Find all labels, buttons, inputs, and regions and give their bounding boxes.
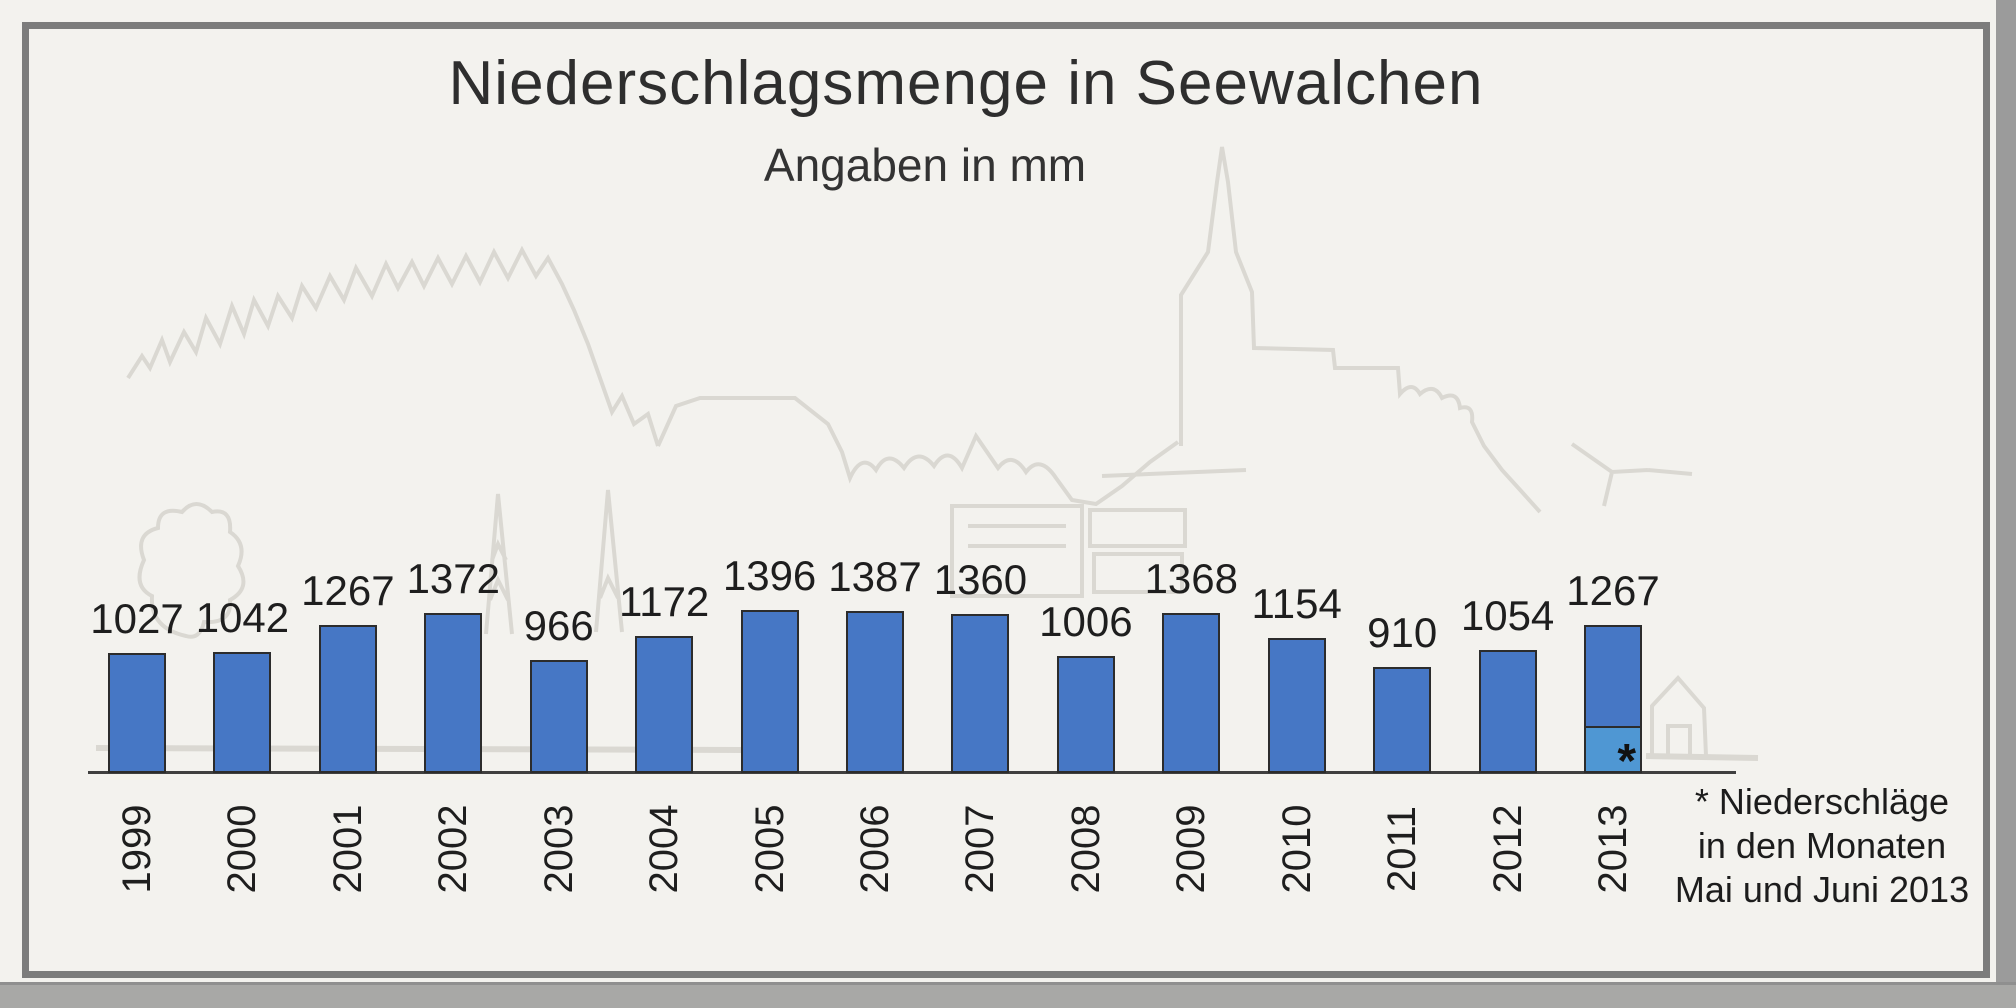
value-label-2008: 1006 (1039, 598, 1133, 645)
chart-subtitle: Angaben in mm (763, 139, 1087, 191)
asterisk-marker: * (1617, 735, 1637, 788)
year-label-2010: 2010 (1274, 804, 1319, 894)
footnote-line-1: * Niederschläge (1694, 781, 1950, 822)
bar-2013: * (1584, 625, 1643, 786)
branch-lines-path (1101, 442, 1693, 507)
bar-2010 (1267, 638, 1326, 773)
footnote: * Niederschläge in den Monaten Mai und J… (1675, 780, 1969, 912)
bar-2002 (424, 613, 483, 773)
bar-2009 (1162, 613, 1221, 773)
year-label-2008: 2008 (1063, 804, 1108, 894)
value-label-2004: 1172 (618, 578, 710, 625)
year-label-2003: 2003 (536, 804, 581, 894)
year-label-2011: 2011 (1380, 806, 1425, 893)
church-spire-path (1179, 146, 1542, 514)
bar-1999 (108, 653, 166, 773)
year-label-2005: 2005 (747, 804, 792, 894)
building-blocks-path (950, 504, 1187, 598)
footnote-line-2: in den Monaten (1697, 825, 1947, 866)
value-label-2007: 1360 (933, 556, 1028, 603)
year-label-2012: 2012 (1485, 804, 1530, 894)
ground-band-path (95, 745, 1759, 761)
footnote-line-3: Mai und Juni 2013 (1674, 869, 1970, 910)
year-label-2001: 2001 (325, 804, 370, 894)
x-axis-line (88, 771, 1736, 774)
bar-2013-may-june-segment: * (1584, 726, 1643, 786)
value-label-1999: 1027 (90, 595, 184, 642)
year-label-1999: 1999 (115, 804, 159, 894)
bar-2001 (318, 625, 377, 773)
bar-2007 (951, 614, 1010, 773)
small-house-path (1650, 675, 1708, 758)
conifer-path (484, 489, 624, 635)
bar-2000 (213, 652, 272, 773)
chart-title: Niederschlagsmenge in Seewalchen (448, 49, 1484, 118)
value-label-2005: 1396 (722, 552, 817, 599)
tree-blob-path (137, 502, 246, 639)
value-label-2000: 1042 (195, 594, 290, 641)
treeline-path (126, 245, 660, 447)
year-label-2000: 2000 (220, 804, 265, 894)
bar-2003 (529, 660, 588, 773)
value-label-2013: 1267 (1566, 567, 1660, 614)
value-label-2001: 1267 (301, 567, 395, 614)
year-label-2013: 2013 (1591, 804, 1636, 894)
value-label-2010: 1154 (1251, 580, 1342, 627)
year-label-2004: 2004 (642, 804, 687, 894)
scan-edge-right (1996, 0, 2016, 1008)
bar-2005 (740, 610, 799, 773)
village-roofs-path (656, 396, 1180, 507)
bar-2008 (1056, 656, 1115, 773)
scan-edge-bottom (0, 982, 2016, 1008)
value-label-2002: 1372 (406, 555, 500, 602)
bar-2004 (635, 636, 694, 773)
bar-2011 (1373, 667, 1432, 773)
year-label-2006: 2006 (853, 804, 897, 894)
year-label-2007: 2007 (958, 804, 1003, 894)
bar-2006 (846, 611, 904, 773)
bar-2012 (1478, 650, 1537, 773)
value-label-2009: 1368 (1144, 555, 1239, 602)
value-label-2011: 910 (1367, 609, 1438, 656)
year-label-2002: 2002 (431, 804, 476, 894)
value-label-2006: 1387 (828, 553, 922, 600)
value-label-2012: 1054 (1460, 592, 1555, 639)
year-label-2009: 2009 (1169, 804, 1214, 894)
value-label-2003: 966 (523, 602, 594, 649)
